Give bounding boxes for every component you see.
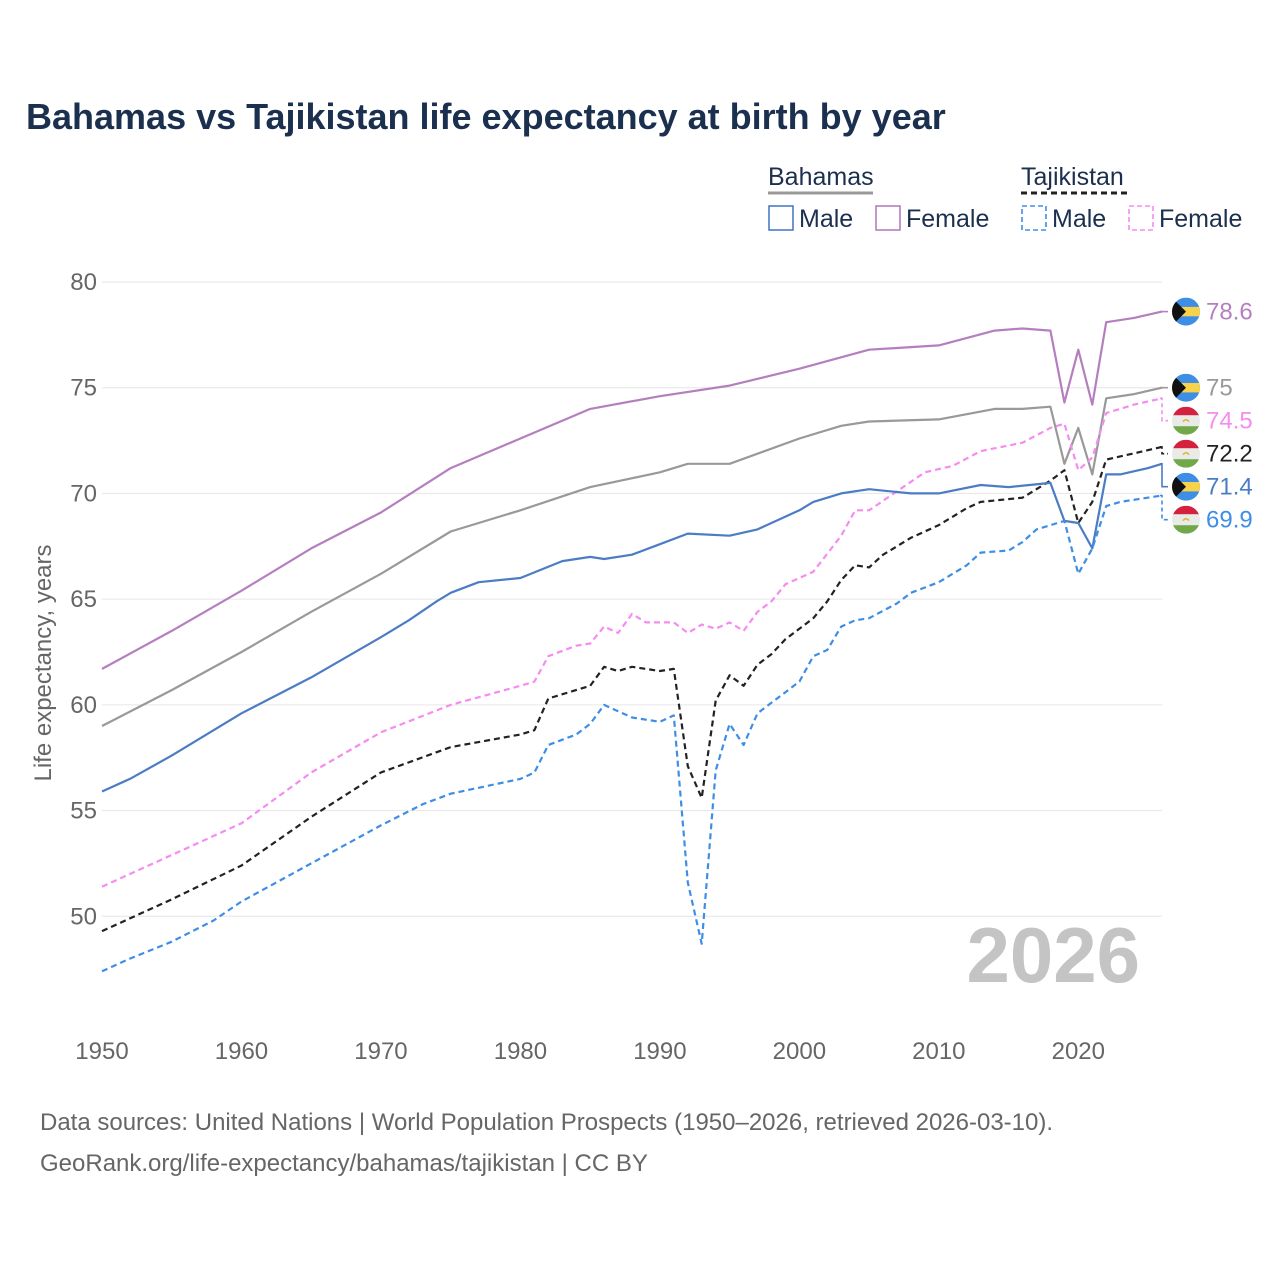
- end-label-tajikistan_female: 74.5: [1206, 408, 1253, 435]
- x-tick-1970: 1970: [354, 1038, 407, 1065]
- x-tick-1990: 1990: [633, 1038, 686, 1065]
- legend-label-bahamas-female: Female: [906, 205, 989, 233]
- x-tick-2000: 2000: [773, 1038, 826, 1065]
- chart-title: Bahamas vs Tajikistan life expectancy at…: [26, 96, 946, 137]
- y-tick-50: 50: [70, 903, 97, 930]
- y-axis-ticks: 50 55 60 65 70 75 80: [70, 269, 97, 930]
- bahamas-flag-icon: [1172, 473, 1200, 501]
- series-line-tajikistan_female: [101, 397, 1163, 888]
- label-connector-tajikistan_female: [1160, 397, 1168, 422]
- x-axis-ticks: 1950 1960 1970 1980 1990 2000 2010 2020: [75, 1038, 1105, 1065]
- bahamas-flag-icon: [1172, 298, 1200, 326]
- x-tick-2010: 2010: [912, 1038, 965, 1065]
- legend-label-tajikistan-female: Female: [1159, 205, 1242, 233]
- end-label-bahamas_male: 71.4: [1206, 474, 1253, 501]
- x-tick-1960: 1960: [215, 1038, 268, 1065]
- legend-swatch-bahamas-female: [875, 205, 901, 231]
- legend-swatch-bahamas-male: [768, 205, 794, 231]
- end-label-tajikistan_male: 69.9: [1206, 507, 1253, 534]
- end-label-bahamas_total: 75: [1206, 375, 1233, 402]
- legend: Bahamas Male Female Tajikistan Male Fema…: [768, 163, 1242, 233]
- y-tick-65: 65: [70, 586, 97, 613]
- legend-swatch-tajikistan-female: [1128, 205, 1154, 231]
- y-tick-80: 80: [70, 269, 97, 296]
- tajikistan-flag-icon: [1172, 407, 1200, 435]
- bahamas-flag-icon: [1172, 374, 1200, 402]
- legend-country-tajikistan: Tajikistan: [1021, 163, 1124, 191]
- source-line-1: Data sources: United Nations | World Pop…: [40, 1109, 1053, 1136]
- label-connector-tajikistan_male: [1160, 494, 1168, 521]
- source-line-2: GeoRank.org/life-expectancy/bahamas/taji…: [40, 1150, 648, 1177]
- year-watermark: 2026: [966, 911, 1140, 999]
- x-tick-2020: 2020: [1052, 1038, 1105, 1065]
- label-connector-bahamas_male: [1160, 463, 1168, 488]
- legend-label-tajikistan-male: Male: [1052, 205, 1106, 233]
- x-tick-1950: 1950: [75, 1038, 128, 1065]
- y-tick-75: 75: [70, 375, 97, 402]
- end-label-tajikistan_total: 72.2: [1206, 441, 1253, 468]
- gridlines: [102, 281, 1162, 917]
- y-tick-60: 60: [70, 692, 97, 719]
- y-axis-label: Life expectancy, years: [30, 544, 57, 781]
- x-tick-1980: 1980: [494, 1038, 547, 1065]
- end-labels: 78.6 75 74.5 72.2 71.4 69.9: [1160, 298, 1253, 534]
- end-label-bahamas_female: 78.6: [1206, 299, 1253, 326]
- series-line-bahamas_female: [101, 310, 1163, 670]
- label-connector-tajikistan_total: [1160, 446, 1168, 455]
- tajikistan-flag-icon: [1172, 440, 1200, 468]
- y-tick-55: 55: [70, 798, 97, 825]
- legend-country-bahamas: Bahamas: [768, 163, 874, 191]
- series-line-tajikistan_total: [101, 445, 1163, 933]
- tajikistan-flag-icon: [1172, 506, 1200, 534]
- y-tick-70: 70: [70, 480, 97, 507]
- legend-swatch-tajikistan-male: [1021, 205, 1047, 231]
- legend-label-bahamas-male: Male: [799, 205, 853, 233]
- series-line-bahamas_total: [101, 386, 1163, 727]
- series-line-tajikistan_male: [101, 494, 1163, 973]
- series-lines: [101, 310, 1163, 973]
- series-line-bahamas_male: [101, 462, 1163, 793]
